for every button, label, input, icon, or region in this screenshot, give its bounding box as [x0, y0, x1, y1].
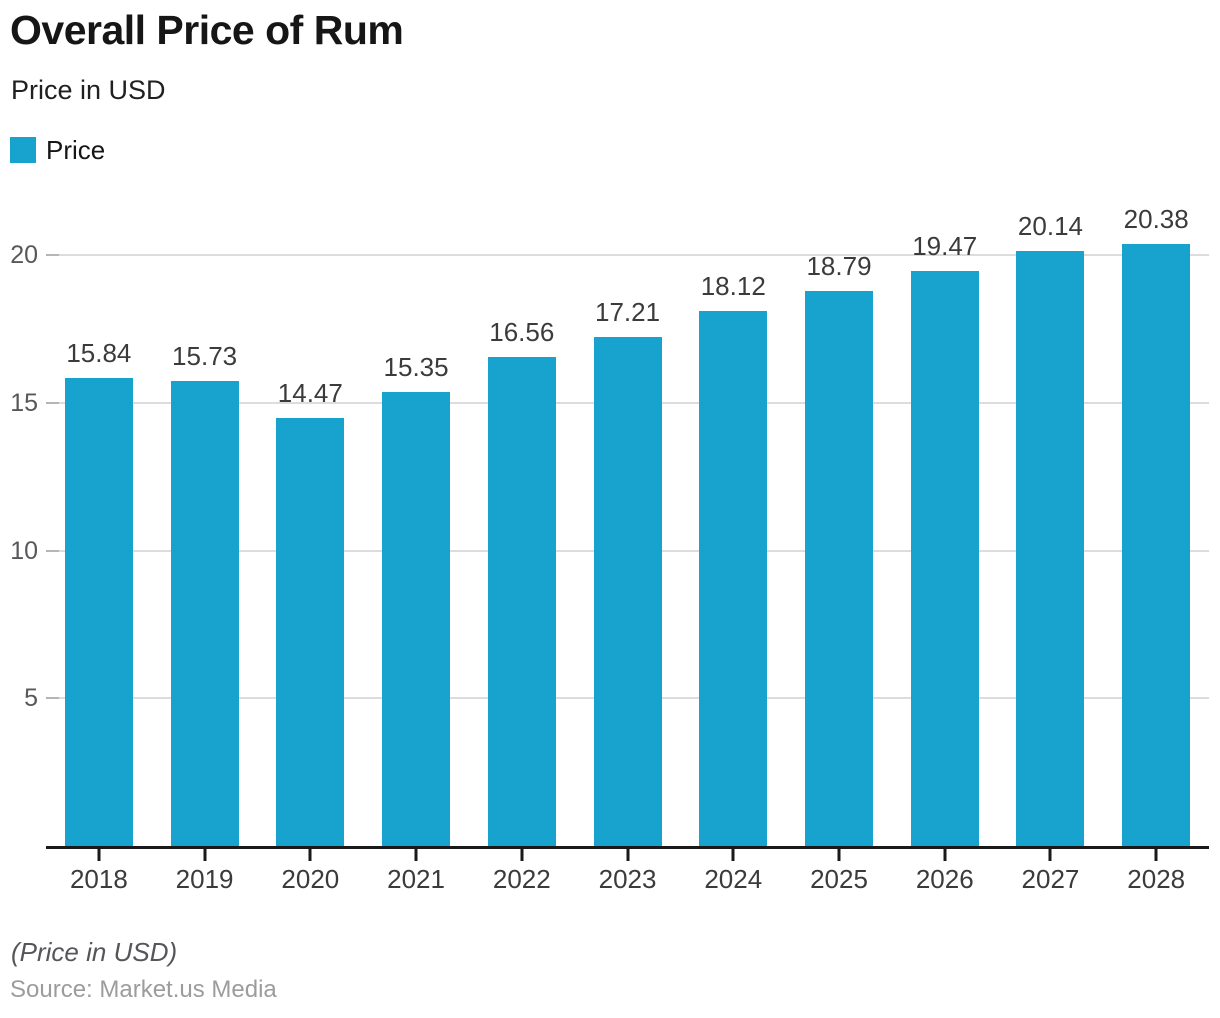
bar-slot-2025: 18.79 [786, 190, 892, 861]
value-label-2021: 15.35 [383, 352, 449, 383]
legend-swatch [10, 137, 36, 163]
x-axis-label-2022: 2022 [492, 864, 551, 894]
value-label-2026: 19.47 [912, 230, 978, 261]
x-axis-labels: 2018 2019 2020 2021 2022 2023 2024 2025 2026 2027… [46, 864, 1209, 895]
value-label-2023: 17.21 [594, 297, 661, 328]
bar-2024 [699, 310, 768, 846]
x-axis-tick-2022 [520, 846, 524, 861]
bar-slot-2024: 18.12 [680, 190, 786, 861]
chart-subtitle: Price in USD [11, 75, 166, 105]
value-label-2019: 15.73 [172, 341, 238, 372]
x-axis-tick-2020 [308, 846, 312, 861]
x-axis-tick-2025 [837, 846, 841, 861]
footer-note: (Price in USD) [11, 937, 178, 967]
legend: Price [10, 137, 105, 163]
bar-2027 [1016, 250, 1085, 846]
y-axis-label-5: 5 [24, 684, 38, 713]
x-axis-line [46, 846, 1209, 849]
y-axis-label-10: 10 [10, 536, 38, 565]
bar-2021 [382, 392, 451, 846]
bars-layer: 15.84 15.73 14.47 15.35 16.56 17.21 18.12 18.79… [46, 190, 1209, 861]
bar-slot-2027: 20.14 [998, 190, 1104, 861]
bar-slot-2026: 19.47 [892, 190, 998, 861]
bar-slot-2018: 15.84 [46, 190, 152, 861]
x-axis-label-2021: 2021 [387, 864, 445, 894]
x-axis-tick-2019 [203, 846, 207, 861]
x-axis-label-2028: 2028 [1127, 864, 1186, 894]
value-label-2020: 14.47 [277, 378, 343, 409]
footer-source: Source: Market.us Media [10, 976, 277, 1003]
bar-2025 [805, 290, 873, 846]
x-axis-tick-2027 [1048, 846, 1052, 861]
bar-slot-2028: 20.38 [1103, 190, 1209, 861]
value-label-2018: 15.84 [66, 337, 132, 368]
value-label-2027: 20.14 [1017, 210, 1084, 241]
bar-2018 [64, 377, 133, 846]
x-axis-label-2020: 2020 [281, 864, 340, 894]
y-axis-label-20: 20 [10, 241, 38, 269]
x-axis-label-2025: 2025 [810, 864, 868, 894]
x-axis-tick-2028 [1154, 846, 1158, 861]
bar-2028 [1122, 243, 1191, 846]
x-axis-tick-2026 [943, 846, 947, 861]
x-axis-label-2018: 2018 [69, 864, 128, 894]
value-label-2028: 20.38 [1123, 203, 1189, 234]
y-axis-tick [46, 254, 59, 257]
value-label-2025: 18.79 [806, 250, 872, 281]
bar-2026 [910, 270, 979, 846]
x-axis-label-2027: 2027 [1021, 864, 1080, 894]
x-axis-label-2026: 2026 [915, 864, 974, 894]
bar-2019 [170, 381, 239, 846]
x-axis-tick-2024 [731, 846, 735, 861]
bar-2023 [593, 337, 662, 846]
bar-slot-2020: 14.47 [257, 190, 363, 861]
x-axis-label-2019: 2019 [175, 864, 234, 894]
bar-2022 [487, 356, 556, 846]
bar-slot-2023: 17.21 [575, 190, 681, 861]
y-axis-tick [46, 549, 59, 552]
gridline-y-20 [46, 254, 1209, 257]
x-axis-tick-2021 [414, 846, 418, 861]
bar-2020 [276, 418, 345, 846]
legend-label: Price [46, 135, 106, 165]
plot-area: 5 10 15 20 15.84 15.73 14.47 15.35 16.56 17.21 18… [10, 190, 1209, 861]
x-axis-label-2023: 2023 [598, 864, 657, 894]
y-axis-tick [46, 401, 59, 404]
bar-slot-2022: 16.56 [469, 190, 575, 861]
y-axis-tick [46, 697, 59, 700]
value-label-2024: 18.12 [700, 270, 766, 301]
x-axis-tick-2018 [97, 846, 101, 861]
bar-slot-2021: 15.35 [363, 190, 469, 861]
bar-slot-2019: 15.73 [152, 190, 258, 861]
value-label-2022: 16.56 [489, 316, 555, 347]
x-axis-tick-2023 [626, 846, 630, 861]
x-axis-label-2024: 2024 [704, 864, 763, 894]
chart-title: Overall Price of Rum [10, 7, 404, 53]
y-axis-label-15: 15 [10, 388, 38, 417]
